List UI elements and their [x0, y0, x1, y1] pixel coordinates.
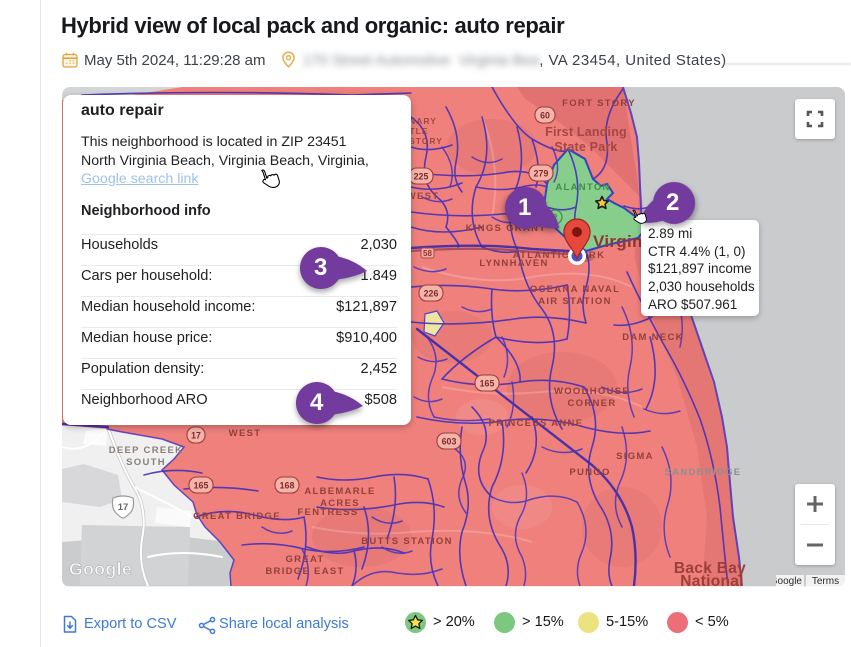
svg-text:ALBEMARLE: ALBEMARLE [304, 486, 375, 497]
svg-text:165: 165 [194, 481, 209, 491]
svg-text:ALANTON: ALANTON [555, 182, 610, 193]
svg-text:226: 226 [424, 289, 439, 299]
svg-text:PUNGO: PUNGO [569, 467, 610, 478]
svg-text:BRIDGE EAST: BRIDGE EAST [265, 566, 344, 577]
svg-text:SIGMA: SIGMA [616, 451, 654, 462]
svg-text:TLE: TLE [409, 126, 428, 136]
svg-text:17: 17 [191, 431, 201, 441]
svg-text:SOUTH: SOUTH [126, 457, 166, 468]
svg-text:LYNNHAVEN: LYNNHAVEN [479, 258, 548, 269]
svg-text:FORT STORY: FORT STORY [562, 98, 636, 109]
svg-text:WEST: WEST [407, 191, 440, 202]
svg-text:BUTTS STATION: BUTTS STATION [361, 536, 453, 547]
svg-text:KINGS GRANT: KINGS GRANT [466, 223, 547, 234]
svg-text:CORNER: CORNER [568, 398, 617, 409]
svg-text:GREAT BRIDGE: GREAT BRIDGE [193, 511, 281, 522]
svg-text:Back Bay: Back Bay [674, 560, 746, 577]
svg-text:PRINCESS ANNE: PRINCESS ANNE [489, 418, 584, 429]
svg-text:17: 17 [118, 502, 129, 513]
svg-text:STORY: STORY [409, 136, 443, 146]
svg-text:AIR STATION: AIR STATION [538, 296, 612, 307]
svg-text:603: 603 [442, 437, 457, 447]
svg-text:National: National [680, 573, 744, 586]
svg-text:58: 58 [423, 249, 432, 258]
svg-text:Google: Google [69, 559, 132, 579]
svg-text:OCEANA NAVAL: OCEANA NAVAL [530, 284, 620, 295]
svg-text:State Park: State Park [554, 140, 617, 154]
svg-text:First Landing: First Landing [545, 125, 627, 139]
svg-text:225: 225 [414, 172, 429, 182]
svg-text:168: 168 [280, 481, 295, 491]
svg-text:ATLANTIC PARK: ATLANTIC PARK [513, 250, 606, 261]
svg-text:SANDBRIDGE: SANDBRIDGE [665, 467, 742, 478]
svg-text:WEST: WEST [229, 428, 262, 439]
svg-text:WOODHOUSE: WOODHOUSE [554, 386, 630, 397]
svg-text:DAM NECK: DAM NECK [622, 332, 684, 343]
svg-text:ACRES: ACRES [320, 498, 360, 509]
svg-text:165: 165 [480, 379, 495, 389]
svg-text:DEEP CREEK: DEEP CREEK [109, 445, 184, 456]
svg-text:GREAT: GREAT [285, 554, 324, 565]
svg-text:279: 279 [534, 169, 549, 179]
svg-text:NARY: NARY [409, 116, 437, 126]
svg-text:60: 60 [540, 111, 550, 121]
svg-text:FENTRESS: FENTRESS [297, 507, 358, 518]
